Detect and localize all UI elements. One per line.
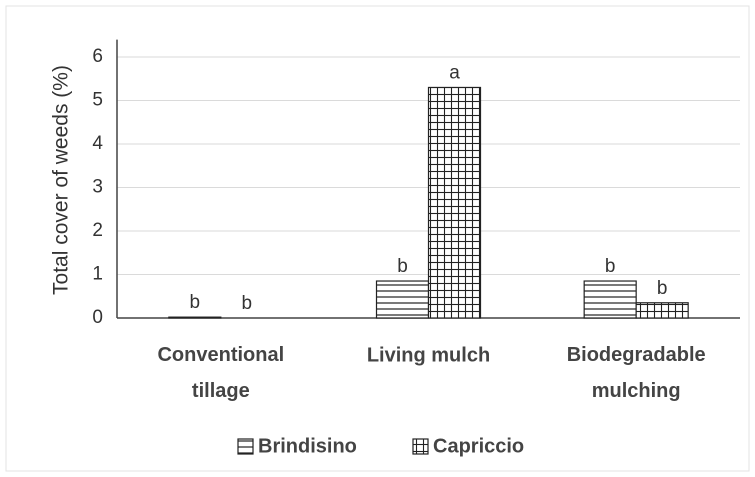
data-label: b	[190, 292, 201, 313]
data-label: a	[449, 62, 460, 83]
y-tick-label: 3	[92, 177, 103, 198]
y-tick-label: 1	[92, 264, 103, 285]
data-label: b	[657, 278, 668, 299]
x-tick-label: Conventional tillage	[157, 344, 284, 402]
x-tick-label: Living mulch	[367, 344, 490, 366]
y-axis-label: Total cover of weeds (%)	[50, 65, 73, 295]
bar	[168, 316, 222, 319]
y-tick-label: 6	[92, 46, 103, 67]
legend-label: Brindisino	[258, 435, 357, 457]
data-label: b	[397, 256, 408, 277]
legend-swatch	[237, 438, 254, 455]
bar	[375, 280, 430, 319]
legend-swatch	[412, 438, 429, 455]
y-tick-label: 5	[92, 90, 103, 111]
data-label: b	[605, 256, 616, 277]
y-tick-label: 4	[92, 133, 103, 154]
bar	[635, 302, 689, 319]
x-tick-label: Biodegradable mulching	[567, 344, 706, 402]
bar	[583, 280, 637, 319]
y-tick-label: 2	[92, 220, 103, 241]
frame	[5, 5, 750, 472]
data-label: b	[242, 293, 253, 314]
legend-label: Capriccio	[433, 435, 524, 457]
y-tick-label: 0	[92, 307, 103, 328]
bar	[427, 86, 482, 319]
